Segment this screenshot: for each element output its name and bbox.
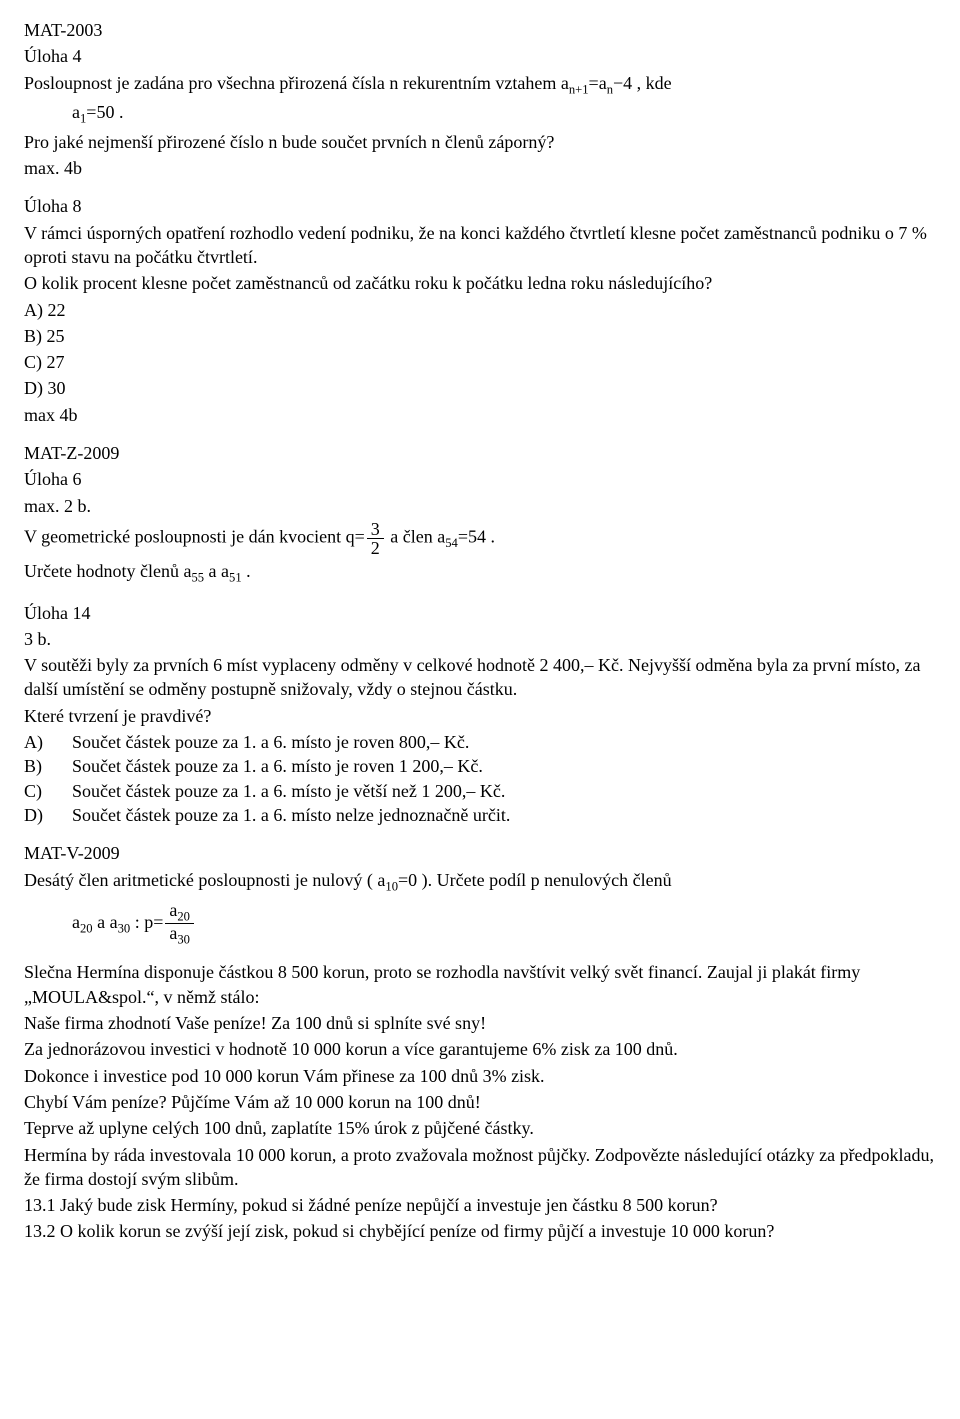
option-c-row: C) Součet částek pouze za 1. a 6. místo …	[24, 779, 936, 803]
option-b-row: B) Součet částek pouze za 1. a 6. místo …	[24, 754, 936, 778]
sub-55: 55	[191, 571, 204, 585]
uloha-6-geo: V geometrické posloupnosti je dán kvocie…	[24, 520, 936, 557]
var-a30: a30	[110, 912, 131, 932]
task-4-max: max. 4b	[24, 156, 936, 180]
tail: −4	[613, 73, 632, 93]
herm-p4: Dokonce i investice pod 10 000 korun Vám…	[24, 1064, 936, 1088]
numerator: a20	[165, 901, 194, 923]
text: Posloupnost je zadána pro všechna přiroz…	[24, 73, 561, 93]
section-uloha-8: Úloha 8 V rámci úsporných opatření rozho…	[24, 194, 936, 427]
section-mat-2003: MAT-2003 Úloha 4 Posloupnost je zadána p…	[24, 18, 936, 180]
fraction: 32	[367, 520, 384, 557]
uloha-8-p1: V rámci úsporných opatření rozhodlo vede…	[24, 221, 936, 270]
section-mat-v-2009: MAT-V-2009 Desátý člen aritmetické poslo…	[24, 841, 936, 946]
task-4-label: Úloha 4	[24, 44, 936, 68]
post: .	[114, 102, 123, 122]
val: =54	[458, 527, 486, 547]
val: =0	[398, 870, 417, 890]
sub-10: 10	[385, 879, 398, 893]
sub-54: 54	[445, 536, 458, 550]
option-d-row: D) Součet částek pouze za 1. a 6. místo …	[24, 803, 936, 827]
herm-p7: Hermína by ráda investovala 10 000 korun…	[24, 1143, 936, 1192]
task-4-a1: a1=50 .	[24, 100, 936, 128]
var-a: a	[561, 73, 569, 93]
var-a20: a20	[72, 912, 93, 932]
uloha-14-title: Úloha 14	[24, 601, 936, 625]
task-4-line2: Pro jaké nejmenší přirozené číslo n bude…	[24, 130, 936, 154]
option-c-label: C)	[24, 779, 72, 803]
uloha-14-p2: Které tvrzení je pravdivé?	[24, 704, 936, 728]
section-uloha-14: Úloha 14 3 b. V soutěži byly za prvních …	[24, 601, 936, 828]
option-a: A) 22	[24, 298, 936, 322]
uloha-6-max: max. 2 b.	[24, 494, 936, 518]
mat-v-formula: a20 a a30 : p=a20a30	[24, 901, 936, 946]
post: ). Určete podíl p nenulových členů	[422, 870, 672, 890]
mat-v-line: Desátý člen aritmetické posloupnosti je …	[24, 868, 936, 896]
section-hermina: Slečna Hermína disponuje částkou 8 500 k…	[24, 960, 936, 1243]
uloha-14-p1: V soutěži byly za prvních 6 míst vyplace…	[24, 653, 936, 702]
post: .	[242, 561, 251, 581]
val: =50	[86, 102, 114, 122]
option-a-row: A) Součet částek pouze za 1. a 6. místo …	[24, 730, 936, 754]
uloha-6-title: Úloha 6	[24, 467, 936, 491]
herm-p3: Za jednorázovou investici v hodnotě 10 0…	[24, 1037, 936, 1061]
mid: a	[209, 561, 222, 581]
uloha-14-pts: 3 b.	[24, 627, 936, 651]
code-mat-z: MAT-Z-2009	[24, 441, 936, 465]
code-mat-v: MAT-V-2009	[24, 841, 936, 865]
option-b-label: B)	[24, 754, 72, 778]
uloha-6-det: Určete hodnoty členů a55 a a51 .	[24, 559, 936, 587]
herm-p1: Slečna Hermína disponuje částkou 8 500 k…	[24, 960, 936, 1009]
var-a2: a	[221, 561, 229, 581]
task-4-line1: Posloupnost je zadána pro všechna přiroz…	[24, 71, 936, 99]
herm-p5: Chybí Vám peníze? Půjčíme Vám až 10 000 …	[24, 1090, 936, 1114]
option-d: D) 30	[24, 376, 936, 400]
section-mat-z-2009: MAT-Z-2009 Úloha 6 max. 2 b. V geometric…	[24, 441, 936, 586]
var-a2: a	[599, 73, 607, 93]
denominator: a30	[165, 923, 194, 946]
option-a-text: Součet částek pouze za 1. a 6. místo je …	[72, 730, 936, 754]
uloha-8-title: Úloha 8	[24, 194, 936, 218]
text: Desátý člen aritmetické posloupnosti je …	[24, 870, 377, 890]
post: , kde	[637, 73, 672, 93]
eq: =	[589, 73, 599, 93]
mid: a člen	[390, 527, 437, 547]
mid2: : p=	[135, 912, 164, 932]
numerator: 3	[367, 520, 384, 538]
option-c: C) 27	[24, 350, 936, 374]
option-b: B) 25	[24, 324, 936, 348]
option-b-text: Součet částek pouze za 1. a 6. místo je …	[72, 754, 936, 778]
text: Určete hodnoty členů	[24, 561, 183, 581]
herm-q1: 13.1 Jaký bude zisk Hermíny, pokud si žá…	[24, 1193, 936, 1217]
herm-q2: 13.2 O kolik korun se zvýší její zisk, p…	[24, 1219, 936, 1243]
sub-51: 51	[229, 571, 242, 585]
herm-p2: Naše firma zhodnotí Vaše peníze! Za 100 …	[24, 1011, 936, 1035]
var-a: a	[72, 102, 80, 122]
uloha-8-max: max 4b	[24, 403, 936, 427]
text: V geometrické posloupnosti je dán kvocie…	[24, 527, 346, 547]
q: q=	[346, 527, 365, 547]
mid1: a	[97, 912, 110, 932]
option-c-text: Součet částek pouze za 1. a 6. místo je …	[72, 779, 936, 803]
fraction-p: a20a30	[165, 901, 194, 946]
post: .	[486, 527, 495, 547]
uloha-8-p2: O kolik procent klesne počet zaměstnanců…	[24, 271, 936, 295]
denominator: 2	[367, 538, 384, 557]
code-mat-2003: MAT-2003	[24, 18, 936, 42]
sub-n1: n+1	[569, 82, 589, 96]
option-d-label: D)	[24, 803, 72, 827]
option-a-label: A)	[24, 730, 72, 754]
herm-p6: Teprve až uplyne celých 100 dnů, zaplatí…	[24, 1116, 936, 1140]
option-d-text: Součet částek pouze za 1. a 6. místo nel…	[72, 803, 936, 827]
